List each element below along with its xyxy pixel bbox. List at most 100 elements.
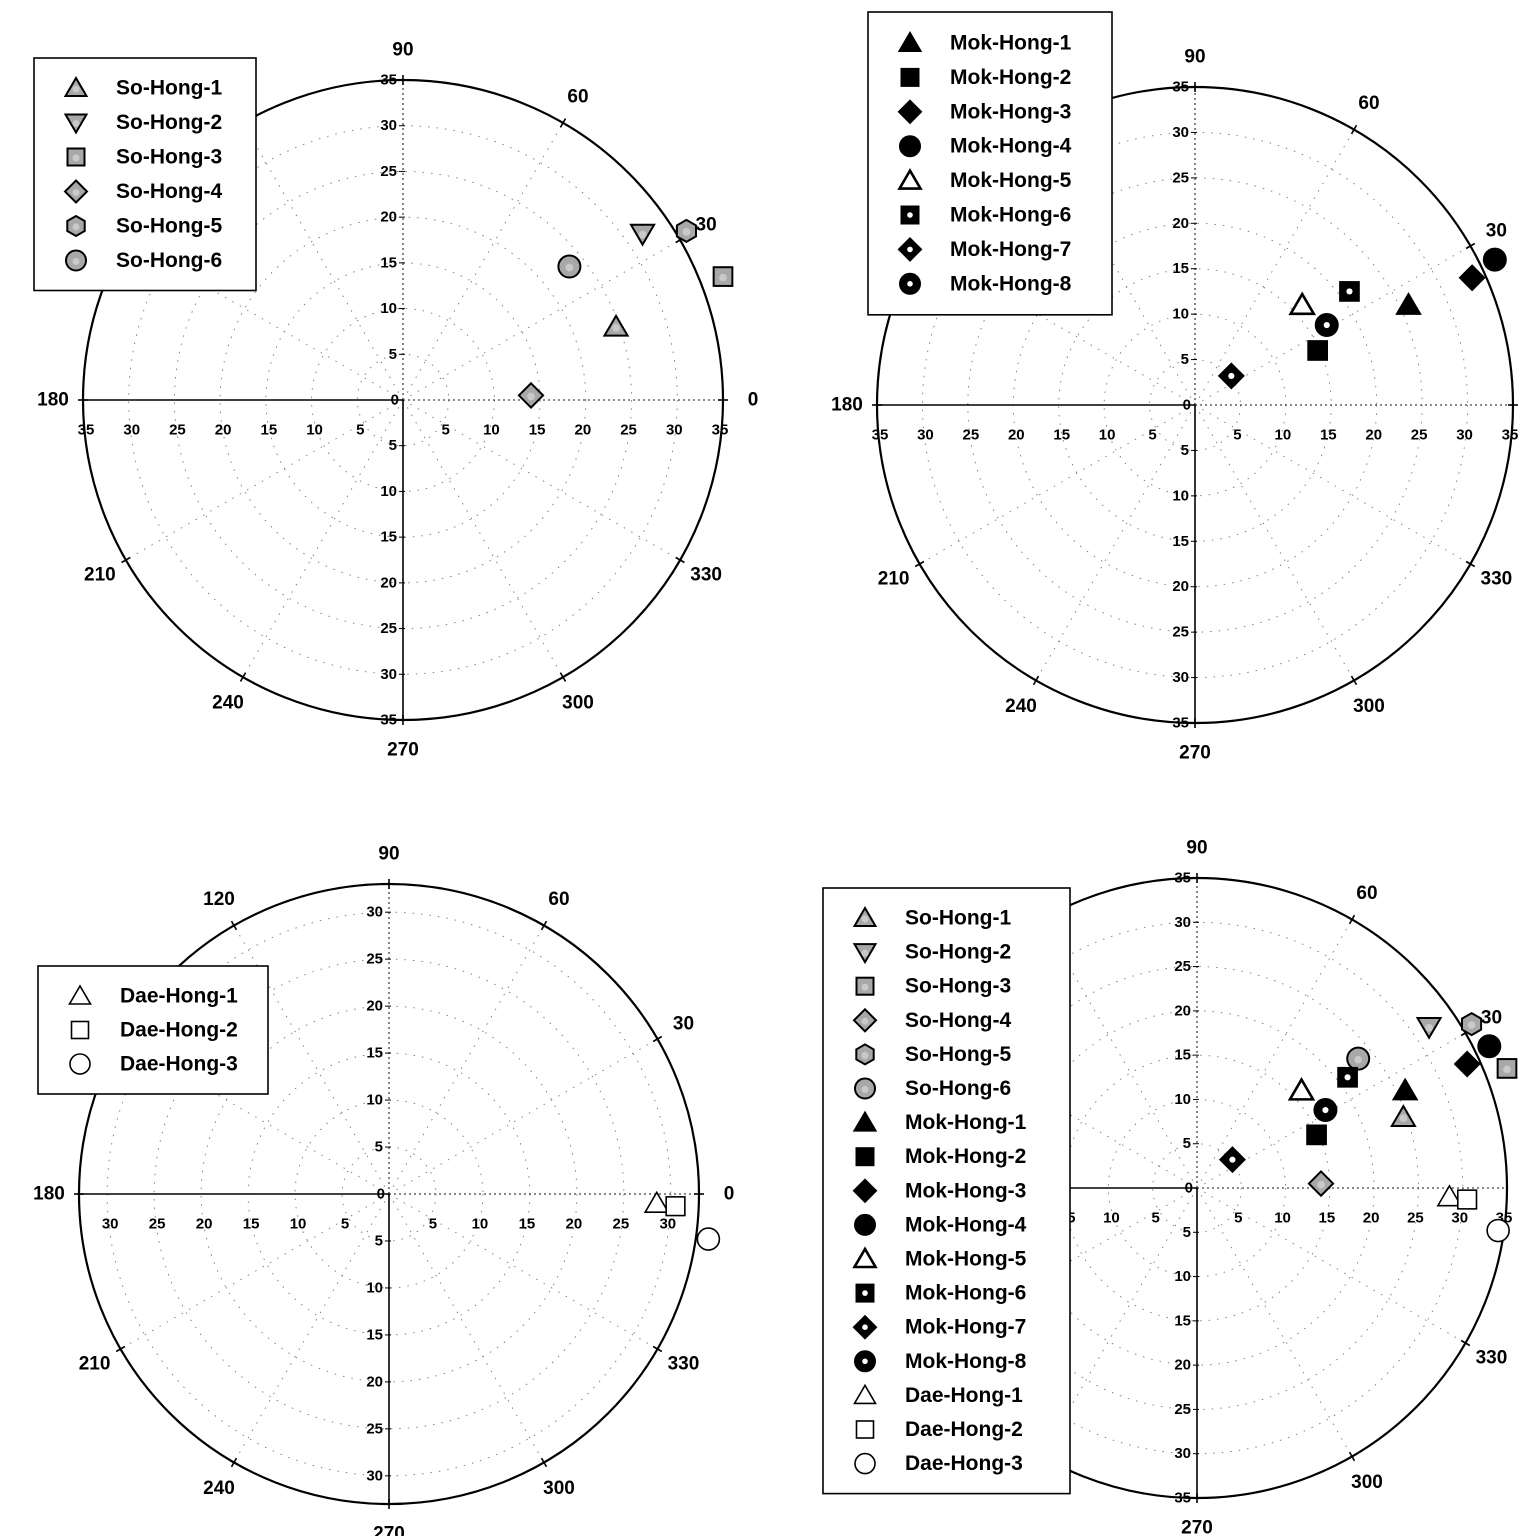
angle-tick [652, 1035, 663, 1043]
tick-label: 35 [872, 427, 889, 444]
tick-label: 25 [613, 1216, 630, 1233]
tick-label: 30 [366, 904, 383, 921]
marker-so-hong-1 [852, 906, 878, 927]
tick-label: 25 [380, 163, 397, 180]
tick-label: 0 [391, 392, 399, 409]
legend-label: So-Hong-5 [116, 215, 222, 238]
polar-chart-2: 0 5 5 5 5 10 10 10 10 15 15 15 15 20 20 20 20 25 25 25 25 30 3… [831, 11, 1518, 764]
angle-tick [1465, 242, 1476, 250]
legend-label: Mok-Hong-4 [950, 135, 1072, 158]
tick-label: 5 [1148, 427, 1156, 444]
angle-label-240: 240 [212, 693, 244, 714]
tick-label: 5 [389, 437, 397, 454]
tick-label: 20 [575, 422, 592, 439]
angle-tick [652, 1345, 663, 1353]
marker-so-hong-6 [854, 1077, 876, 1100]
polar-chart-1: 0 5 5 5 5 10 10 10 10 15 15 15 15 20 20 20 20 25 25 25 25 30 3… [33, 40, 758, 761]
legend-label: Mok-Hong-8 [905, 1350, 1027, 1373]
tick-label: 30 [1451, 1210, 1468, 1227]
tick-label: 30 [659, 1216, 676, 1233]
tick-label: 35 [1174, 1490, 1191, 1507]
tick-label: 20 [1172, 215, 1189, 232]
marker-mok-hong-3 [897, 99, 923, 125]
tick-label: 5 [442, 422, 450, 439]
legend-label: So-Hong-4 [905, 1009, 1011, 1032]
angle-label-210: 210 [79, 1354, 111, 1375]
tick-label: 30 [666, 422, 683, 439]
tick-label: 10 [366, 1279, 383, 1296]
tick-label: 15 [1174, 1047, 1191, 1064]
marker-mok-hong-8 [1313, 1098, 1338, 1123]
angle-label-90: 90 [392, 40, 413, 61]
marker-so-hong-3 [712, 266, 734, 287]
tick-label: 5 [1181, 351, 1189, 368]
marker-so-hong-1 [63, 76, 89, 97]
marker-so-hong-1 [602, 313, 630, 337]
legend-label: Mok-Hong-1 [950, 32, 1072, 55]
legend-label: So-Hong-6 [116, 249, 222, 272]
tick-label: 25 [1174, 958, 1191, 975]
tick-label: 5 [375, 1232, 383, 1249]
tick-label: 30 [380, 117, 397, 134]
legend-label: So-Hong-2 [905, 941, 1011, 964]
tick-label: 35 [1172, 715, 1189, 732]
legend-label: Mok-Hong-6 [905, 1282, 1026, 1305]
marker-dae-hong-3 [696, 1227, 721, 1251]
tick-label: 35 [78, 422, 95, 439]
marker-so-hong-4 [1307, 1170, 1335, 1198]
grid-spoke [1196, 1187, 1353, 1457]
tick-label: 30 [1174, 1445, 1191, 1462]
marker-dae-hong-2 [1456, 1189, 1478, 1210]
angle-label-90: 90 [378, 844, 399, 865]
marker-dae-hong-3 [1486, 1218, 1510, 1243]
marker-so-hong-2 [1415, 1017, 1443, 1040]
tick-label: 15 [1172, 260, 1189, 277]
tick-label: 5 [1233, 427, 1241, 444]
marker-mok-hong-2 [1307, 340, 1329, 361]
marker-mok-hong-6 [855, 1283, 875, 1303]
angle-label-240: 240 [1005, 696, 1037, 717]
legend-box [867, 11, 1113, 316]
marker-mok-hong-8 [854, 1350, 876, 1373]
tick-label: 25 [1172, 624, 1189, 641]
angle-label-270: 270 [373, 1524, 405, 1536]
grid-spoke [1194, 404, 1355, 681]
legend-label: Mok-Hong-6 [950, 204, 1071, 227]
tick-label: 5 [375, 1139, 383, 1156]
grid-spoke [233, 1193, 390, 1463]
marker-dae-hong-1 [643, 1190, 670, 1213]
grid-spoke [919, 404, 1196, 565]
marker-so-hong-2 [629, 223, 656, 247]
tick-label: 5 [1183, 1135, 1191, 1152]
legend: So-Hong-1 So-Hong-2 So-Hong-3 So-Hong-4 So-H… [33, 57, 257, 292]
angle-label-180: 180 [831, 395, 863, 416]
grid-spoke [120, 1193, 390, 1350]
angle-label-330: 330 [1476, 1348, 1508, 1369]
marker-mok-hong-4 [854, 1213, 876, 1236]
angle-label-270: 270 [387, 740, 419, 761]
tick-label: 30 [102, 1216, 119, 1233]
tick-label: 35 [1172, 79, 1189, 96]
marker-mok-hong-3 [852, 1178, 878, 1204]
tick-label: 15 [1174, 1312, 1191, 1329]
marker-mok-hong-6 [1337, 1066, 1358, 1088]
angle-label-60: 60 [1356, 883, 1377, 904]
tick-label: 10 [1103, 1210, 1120, 1227]
legend-label: Dae-Hong-3 [120, 1053, 238, 1076]
angle-label-120: 120 [203, 889, 235, 910]
tick-label: 5 [1152, 1210, 1160, 1227]
marker-mok-hong-1 [1391, 1077, 1419, 1101]
tick-label: 30 [1172, 669, 1189, 686]
tick-label: 30 [123, 422, 140, 439]
angle-label-300: 300 [1351, 1472, 1383, 1493]
angle-tick [121, 556, 131, 564]
tick-label: 10 [472, 1216, 489, 1233]
marker-mok-hong-7 [852, 1314, 878, 1340]
angle-label-300: 300 [1353, 696, 1385, 717]
grid-spoke [402, 122, 564, 401]
angle-label-330: 330 [668, 1354, 700, 1375]
marker-dae-hong-1 [853, 1383, 877, 1405]
tick-label: 15 [366, 1326, 383, 1343]
marker-mok-hong-7 [1218, 1146, 1246, 1174]
legend-label: So-Hong-5 [905, 1043, 1011, 1066]
